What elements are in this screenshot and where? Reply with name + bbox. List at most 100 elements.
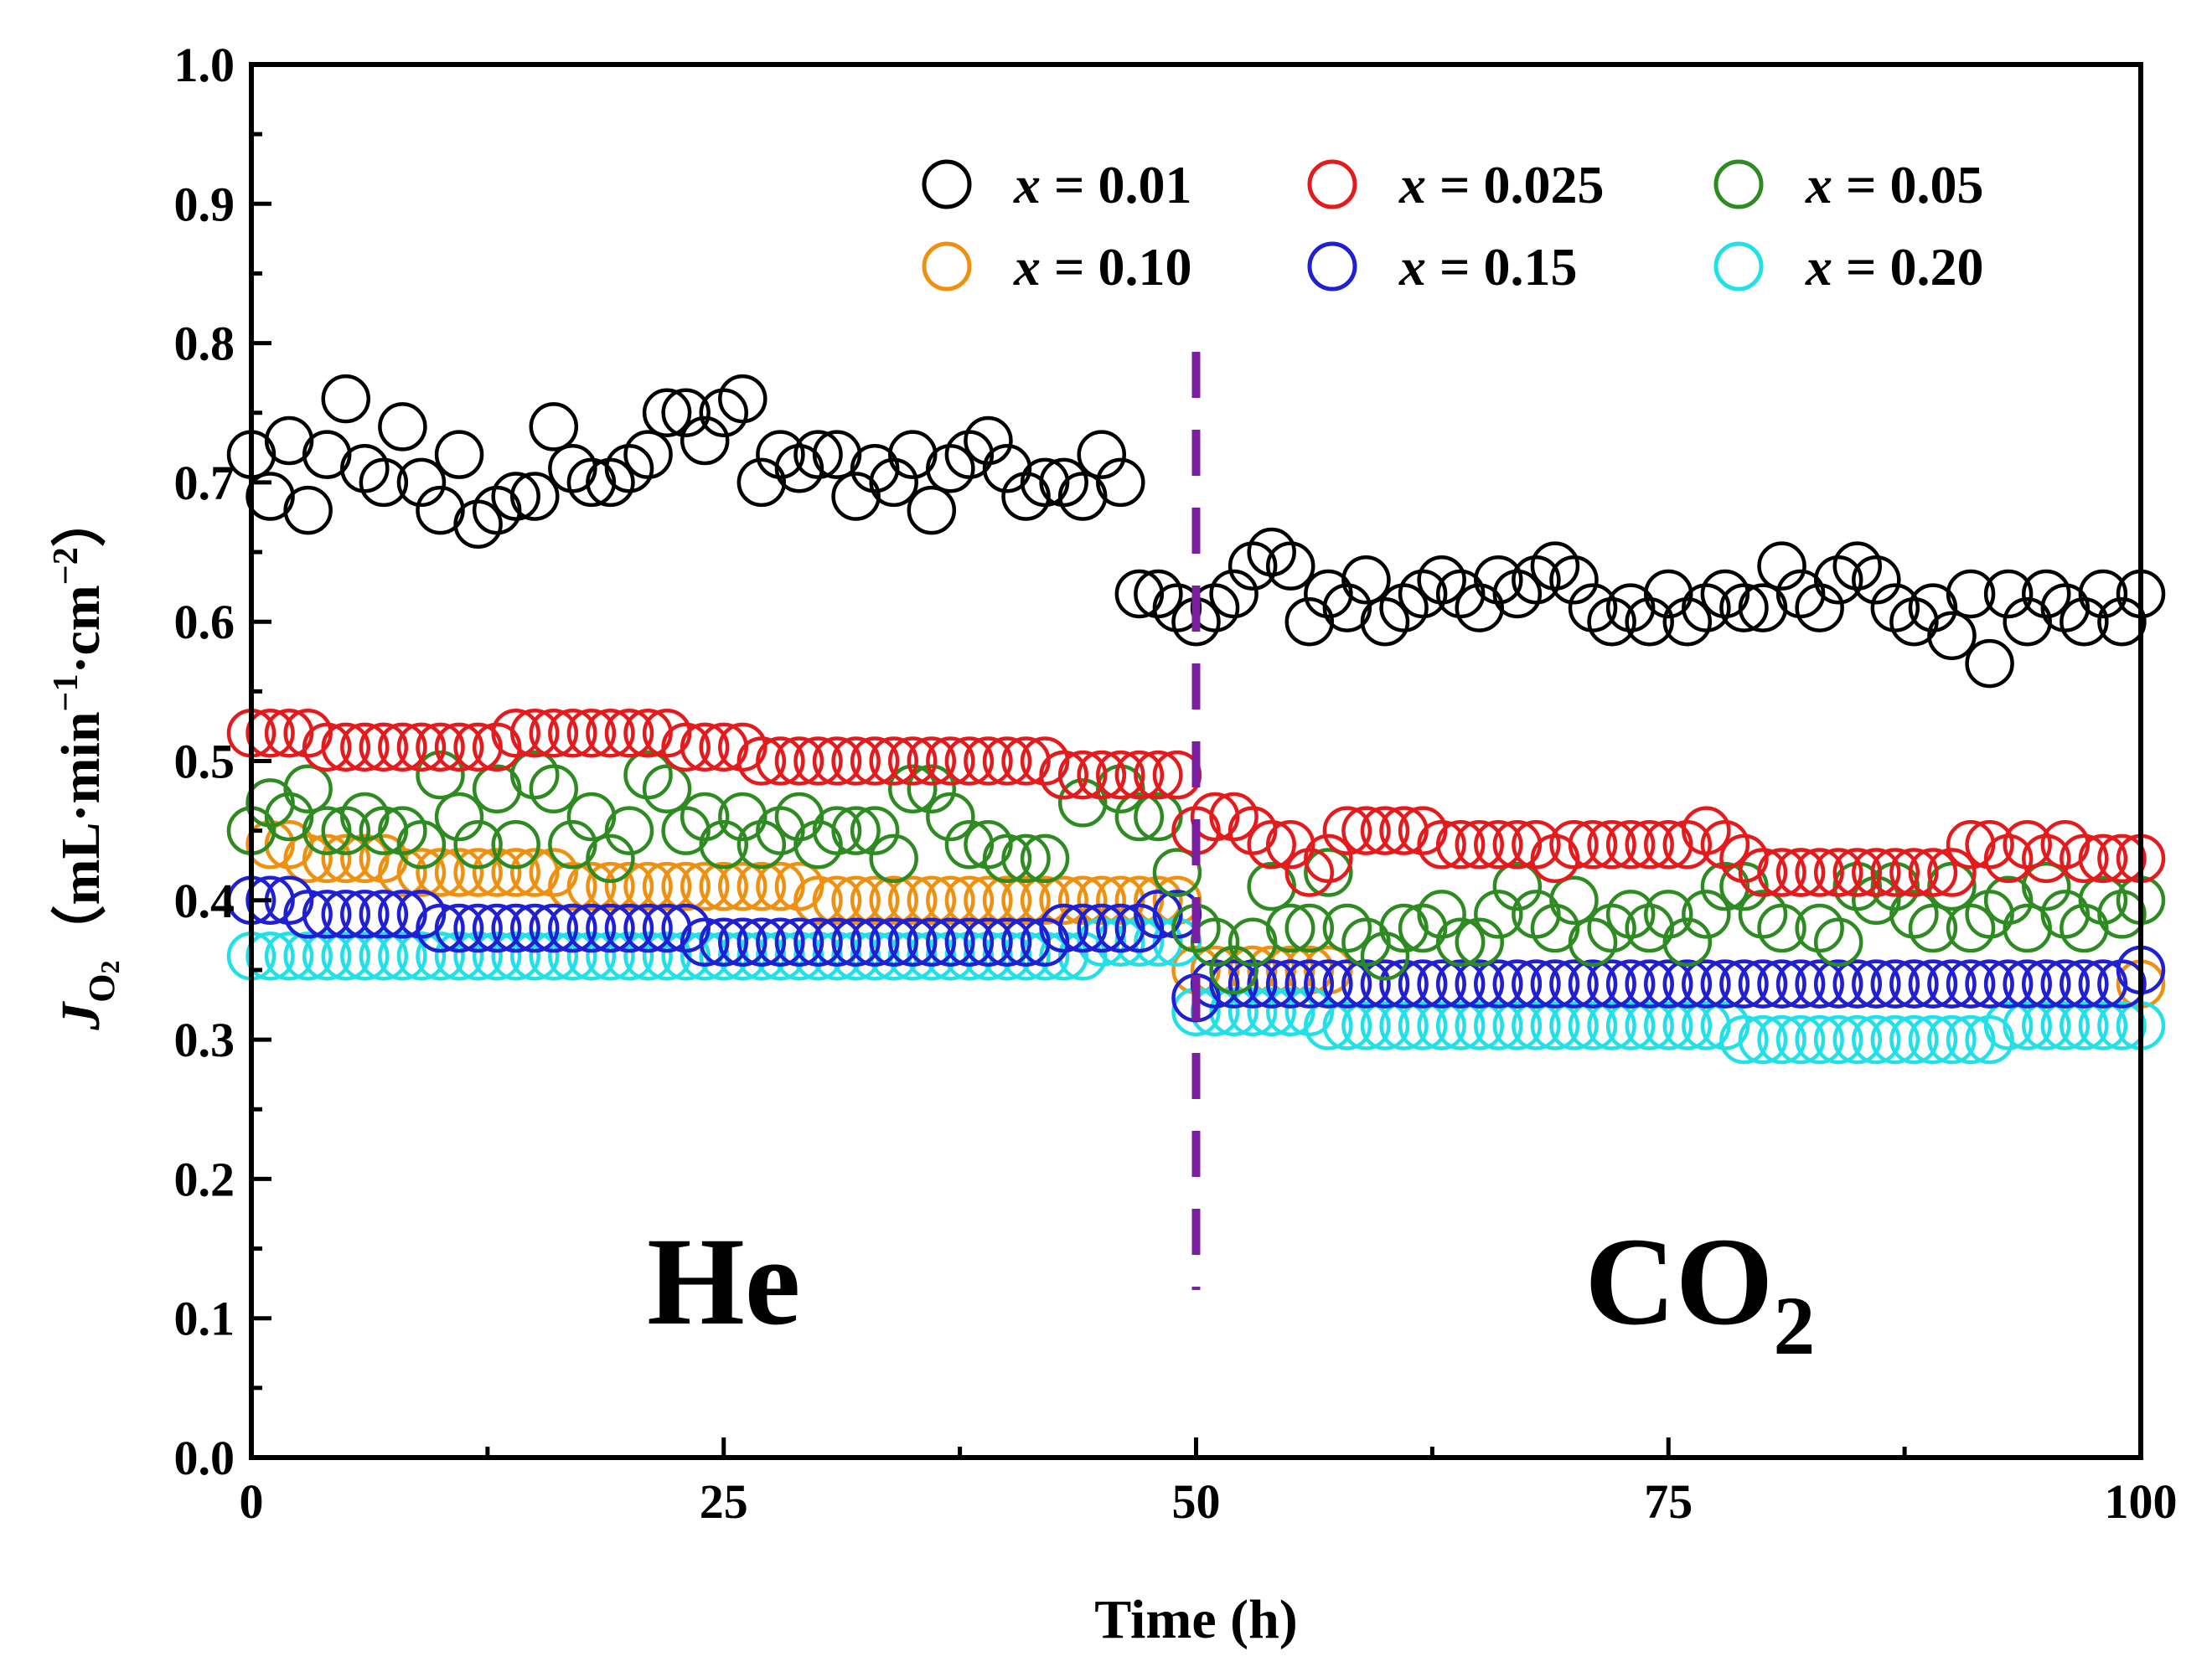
data-point [907, 875, 957, 926]
data-point [1266, 945, 1315, 995]
data-point [491, 848, 540, 897]
data-point [396, 931, 447, 981]
data-point [812, 736, 862, 786]
data-point [774, 931, 824, 981]
data-point [944, 931, 995, 981]
data-point [888, 764, 938, 814]
data-point [1152, 848, 1202, 897]
data-point [944, 917, 995, 967]
data-point [1039, 457, 1088, 508]
data-point [2060, 959, 2109, 1009]
data-point [964, 917, 1013, 967]
data-point [964, 736, 1013, 786]
data-point [793, 820, 843, 870]
data-point [245, 708, 295, 758]
data-point [434, 792, 484, 842]
data-point [1908, 583, 1958, 632]
data-point [2040, 890, 2091, 939]
data-point [812, 806, 862, 855]
data-point [736, 931, 787, 981]
data-point [1587, 959, 1636, 1009]
data-point [510, 708, 560, 758]
data-point [1379, 903, 1429, 953]
data-point [1209, 987, 1258, 1037]
data-point [1775, 1014, 1826, 1065]
data-point [2040, 959, 2091, 1009]
data-point [472, 722, 522, 772]
data-point [1039, 903, 1088, 953]
data-point [1492, 569, 1543, 619]
data-point [434, 722, 484, 772]
data-point [359, 833, 409, 884]
data-point [1832, 541, 1882, 591]
data-point [1832, 848, 1882, 897]
data-point [510, 931, 560, 981]
data-point [1870, 959, 1920, 1009]
data-point [718, 931, 767, 981]
data-point [245, 820, 295, 870]
data-point [1114, 569, 1165, 619]
data-point [774, 736, 824, 786]
data-point [548, 444, 597, 493]
data-point [623, 708, 673, 758]
data-point [510, 848, 560, 897]
data-point [1096, 903, 1145, 953]
data-point [1512, 820, 1561, 870]
data-point [1284, 596, 1335, 647]
data-point [1568, 583, 1618, 632]
data-point [1852, 959, 1901, 1009]
data-point [1360, 1001, 1410, 1050]
data-point [359, 806, 409, 855]
data-point [812, 917, 862, 967]
data-point [245, 472, 295, 521]
data-point [321, 722, 370, 772]
data-point [378, 402, 427, 452]
data-point [1209, 959, 1258, 1009]
data-point [1719, 1014, 1769, 1065]
data-point [1341, 917, 1391, 967]
data-point [1417, 890, 1466, 939]
data-point [1360, 596, 1410, 647]
data-point [793, 931, 843, 981]
data-point [1398, 903, 1448, 953]
data-point [944, 875, 995, 926]
data-point [1568, 959, 1618, 1009]
data-point [378, 931, 427, 981]
data-point [1908, 848, 1958, 897]
y-tick-label: 0.6 [174, 595, 235, 649]
data-point [2040, 583, 2091, 632]
data-point [793, 736, 843, 786]
data-point [888, 430, 938, 479]
data-point [2022, 861, 2071, 911]
data-point [1304, 945, 1353, 995]
data-point [566, 903, 617, 953]
data-point [2097, 833, 2147, 884]
y-tick-label: 0.2 [174, 1152, 235, 1206]
data-point [1474, 1001, 1523, 1050]
data-point [642, 861, 692, 911]
data-point [586, 833, 635, 884]
data-point [756, 430, 805, 479]
data-point [472, 903, 522, 953]
data-point [321, 833, 370, 884]
data-point [1322, 1001, 1372, 1050]
data-point [1832, 1014, 1882, 1065]
data-point [378, 890, 427, 939]
data-point [1605, 820, 1656, 870]
data-point [1114, 750, 1165, 800]
data-point [359, 457, 409, 508]
data-point [548, 708, 597, 758]
data-point [623, 903, 673, 953]
data-point [1209, 569, 1258, 619]
series-0.01 [226, 374, 2166, 689]
data-point [1057, 472, 1108, 521]
data-point [491, 708, 540, 758]
legend-label: x = 0.15 [1398, 237, 1577, 297]
data-point [340, 833, 390, 884]
data-point [1700, 569, 1750, 619]
data-point [1077, 430, 1126, 479]
data-point [1719, 833, 1769, 884]
data-point [888, 931, 938, 981]
data-point [1795, 848, 1844, 897]
